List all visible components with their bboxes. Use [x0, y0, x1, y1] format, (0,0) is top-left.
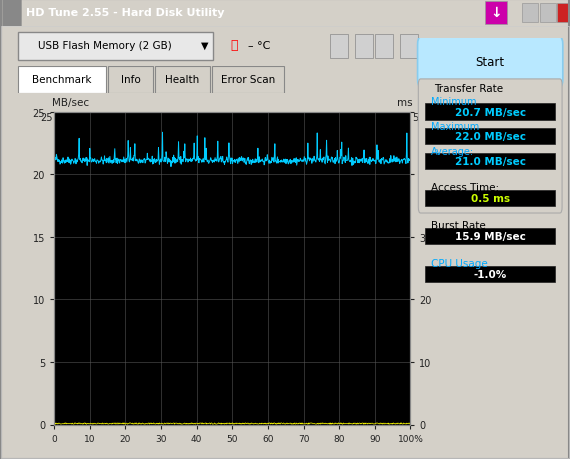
Text: 15.9 MB/sec: 15.9 MB/sec [455, 231, 526, 241]
Text: 🌡: 🌡 [230, 39, 238, 52]
Text: ✕: ✕ [430, 41, 438, 51]
Text: Average:: Average: [431, 146, 474, 157]
Bar [155, 67, 210, 94]
Bar [18, 67, 106, 94]
Text: Error Scan: Error Scan [221, 75, 275, 85]
Text: Burst Rate: Burst Rate [431, 220, 486, 230]
Bar [375, 34, 393, 59]
Text: Transfer Rate: Transfer Rate [434, 84, 503, 94]
Bar [425, 104, 555, 120]
Text: CPU Usage: CPU Usage [431, 258, 488, 268]
Text: Info: Info [121, 75, 140, 85]
Text: 20.7 MB/sec: 20.7 MB/sec [455, 107, 526, 118]
Bar [108, 67, 153, 94]
Text: Benchmark: Benchmark [32, 75, 92, 85]
Text: 21.0 MB/sec: 21.0 MB/sec [455, 157, 526, 167]
Text: ↓: ↓ [490, 6, 502, 20]
Bar [425, 153, 555, 170]
Text: 22.0 MB/sec: 22.0 MB/sec [455, 132, 526, 142]
Bar [485, 2, 507, 24]
Text: 0.5 ms: 0.5 ms [471, 194, 510, 204]
Text: Maximum: Maximum [431, 121, 479, 131]
Text: Exit: Exit [440, 41, 460, 51]
FancyBboxPatch shape [418, 38, 563, 88]
Text: MB/sec: MB/sec [52, 98, 89, 108]
Bar [425, 266, 555, 283]
Text: Health: Health [165, 75, 199, 85]
Text: – °C: – °C [248, 41, 270, 51]
Text: 25: 25 [40, 112, 52, 123]
Bar [400, 34, 418, 59]
Text: HD Tune 2.55 - Hard Disk Utility: HD Tune 2.55 - Hard Disk Utility [26, 8, 225, 18]
Circle shape [3, 0, 21, 253]
Text: ▼: ▼ [201, 41, 209, 51]
Bar [330, 34, 348, 59]
Text: USB Flash Memory (2 GB): USB Flash Memory (2 GB) [38, 41, 172, 51]
Text: Access Time:: Access Time: [431, 183, 499, 193]
Bar [18, 33, 213, 61]
Text: 50: 50 [412, 112, 425, 123]
FancyBboxPatch shape [418, 80, 562, 213]
Bar [557, 4, 570, 22]
Bar [212, 67, 284, 94]
Bar [522, 4, 538, 22]
Text: -1.0%: -1.0% [474, 269, 507, 280]
Bar [425, 228, 555, 245]
Bar [425, 190, 555, 207]
Bar [425, 129, 555, 145]
Text: Minimum: Minimum [431, 97, 477, 107]
Text: ms: ms [397, 98, 412, 108]
Text: Start: Start [475, 56, 505, 69]
Bar [540, 4, 556, 22]
Bar [355, 34, 373, 59]
